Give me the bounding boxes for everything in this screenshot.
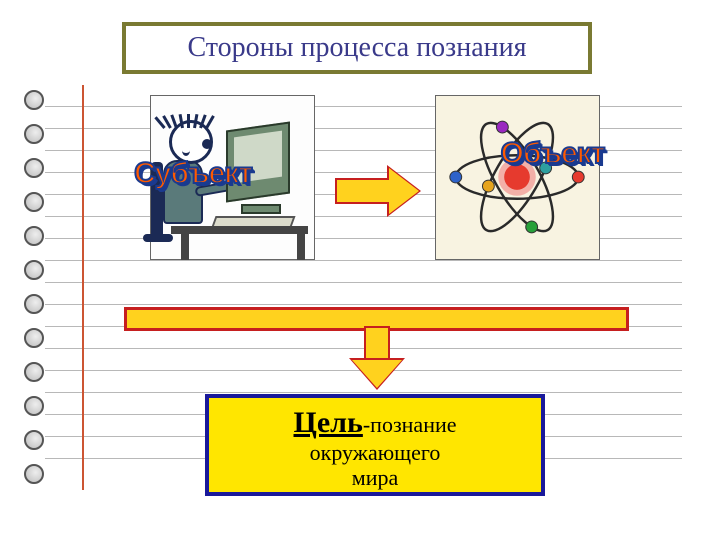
subject-label-3d: Субъект [128, 160, 258, 187]
arrow-down-icon [352, 326, 402, 388]
goal-box: Цель-познание окружающего мира [205, 394, 545, 496]
notepad-spiral [30, 90, 54, 485]
goal-suffix: -познание [363, 412, 457, 437]
atom-clipart [436, 96, 599, 259]
arrow-right-icon [335, 168, 421, 214]
title-text: Стороны процесса познания [188, 32, 527, 64]
notepad-margin-line [82, 85, 84, 490]
goal-line3: мира [209, 465, 541, 490]
object-label-3d: Объект [495, 140, 610, 167]
object-illustration-panel [435, 95, 600, 260]
goal-line2: окружающего [209, 440, 541, 465]
title-box: Стороны процесса познания [122, 22, 592, 74]
goal-heading: Цель [294, 406, 363, 439]
